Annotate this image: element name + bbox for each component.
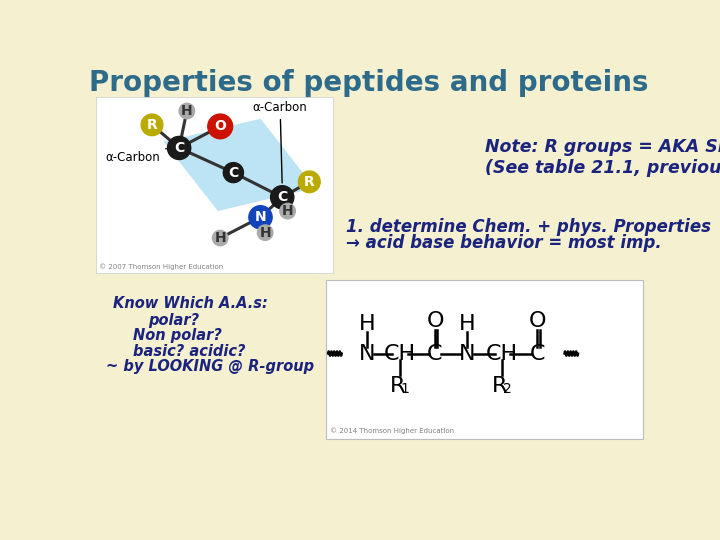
Text: H: H <box>181 104 193 118</box>
Circle shape <box>258 225 273 240</box>
Polygon shape <box>163 119 315 211</box>
Text: α-Carbon: α-Carbon <box>253 101 307 183</box>
Text: H: H <box>215 231 226 245</box>
Text: O: O <box>427 311 444 331</box>
Text: C: C <box>277 190 287 204</box>
Circle shape <box>141 114 163 136</box>
Text: N: N <box>359 343 376 363</box>
Text: H: H <box>359 314 376 334</box>
Text: CH: CH <box>384 343 416 363</box>
Text: C: C <box>228 166 238 180</box>
Text: Properties of peptides and proteins: Properties of peptides and proteins <box>89 69 649 97</box>
Text: C: C <box>427 343 443 363</box>
Text: Non polar?: Non polar? <box>132 328 222 343</box>
Text: N: N <box>459 343 476 363</box>
Text: 1. determine Chem. + phys. Properties: 1. determine Chem. + phys. Properties <box>346 218 711 235</box>
Circle shape <box>271 186 294 209</box>
Text: N: N <box>255 210 266 224</box>
Circle shape <box>212 231 228 246</box>
Text: → acid base behavior = most imp.: → acid base behavior = most imp. <box>346 234 662 252</box>
Text: H: H <box>282 204 294 218</box>
Text: R: R <box>304 175 315 189</box>
Circle shape <box>299 171 320 193</box>
Text: © 2014 Thomson Higher Education: © 2014 Thomson Higher Education <box>330 427 454 434</box>
Circle shape <box>249 206 272 229</box>
Text: © 2007 Thomson Higher Education: © 2007 Thomson Higher Education <box>99 263 222 270</box>
Text: R: R <box>147 118 158 132</box>
Text: R: R <box>492 376 508 396</box>
Text: polar?: polar? <box>148 313 199 328</box>
Text: 2: 2 <box>503 382 511 396</box>
Text: H: H <box>459 314 476 334</box>
Text: O: O <box>215 119 226 133</box>
Circle shape <box>208 114 233 139</box>
Text: R: R <box>390 376 405 396</box>
Text: C: C <box>529 343 545 363</box>
Text: α-Carbon: α-Carbon <box>106 148 166 164</box>
Circle shape <box>168 137 191 159</box>
Text: basic? acidic?: basic? acidic? <box>132 344 245 359</box>
Text: O: O <box>529 311 546 331</box>
Text: C: C <box>174 141 184 155</box>
FancyBboxPatch shape <box>325 280 644 439</box>
Text: H: H <box>259 226 271 240</box>
Text: Know Which A.A.s:: Know Which A.A.s: <box>113 296 268 311</box>
Text: 1: 1 <box>400 382 409 396</box>
Text: Note: R groups = AKA Side chains
(See table 21.1, previous slides): Note: R groups = AKA Side chains (See ta… <box>485 138 720 177</box>
Text: ~ by LOOKING @ R-group: ~ by LOOKING @ R-group <box>106 359 314 374</box>
Text: CH: CH <box>486 343 518 363</box>
Circle shape <box>280 204 295 219</box>
FancyBboxPatch shape <box>96 97 333 273</box>
Circle shape <box>223 163 243 183</box>
Circle shape <box>179 103 194 119</box>
